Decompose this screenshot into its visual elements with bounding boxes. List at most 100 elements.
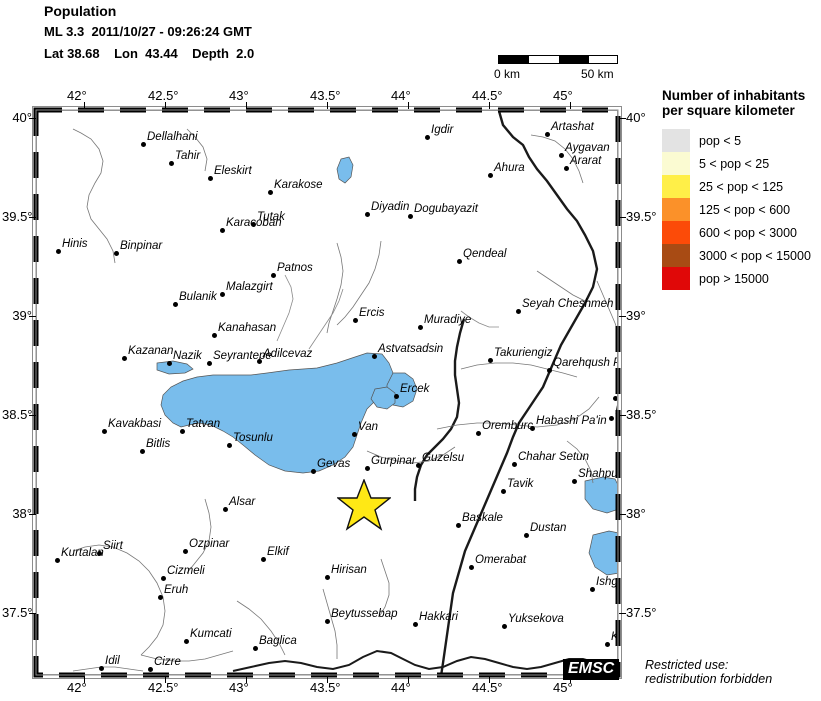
city-label: Patnos — [277, 262, 313, 274]
city-label: Kazanan — [128, 345, 174, 357]
city-dot-icon — [121, 355, 127, 361]
city-label: Muradiye — [424, 314, 472, 326]
city-label: Astvatsadsin — [378, 343, 444, 355]
city-label: Hakkari — [419, 611, 458, 623]
axis-tick-label: 42° — [67, 680, 87, 695]
city-dot-icon — [324, 574, 330, 580]
axis-tick-label: 37.5° — [626, 605, 657, 620]
axis-tick — [165, 676, 166, 683]
city-dot-icon — [267, 189, 273, 195]
city-label: Malazgirt — [226, 281, 273, 293]
axis-tick-label: 43.5° — [310, 88, 341, 103]
legend-label: 25 < pop < 125 — [699, 179, 784, 194]
city-label: Dellalhani — [147, 131, 198, 143]
axis-tick — [29, 514, 36, 515]
city-label: Tatvan — [186, 418, 221, 430]
city-dot-icon — [54, 557, 60, 563]
axis-tick-label: 38° — [626, 506, 646, 521]
axis-tick — [165, 102, 166, 109]
axis-tick-label: 43° — [229, 88, 249, 103]
city-label: Shahpur — [578, 468, 618, 480]
city-dot-icon — [219, 291, 225, 297]
city-label: Ahura — [494, 162, 525, 174]
city-label: Qendeal — [463, 248, 507, 260]
city-label: Ishgeh Su — [596, 576, 618, 588]
city-label: Dustan — [530, 522, 567, 534]
city-label: Siirt — [103, 540, 123, 552]
axis-tick — [84, 676, 85, 683]
city-dot-icon — [206, 360, 212, 366]
axis-tick — [29, 316, 36, 317]
legend-swatch — [662, 152, 690, 175]
city-dot-icon — [487, 172, 493, 178]
city-label: Kheri — [611, 631, 618, 643]
epicenter-star-icon — [337, 479, 391, 531]
legend-item: 5 < pop < 25 — [662, 152, 821, 175]
axis-tick — [570, 102, 571, 109]
city-dot-icon — [139, 448, 145, 454]
city-dot-icon — [511, 461, 517, 467]
map-container[interactable]: DellalhaniTahirEleskirtKarakoseKaracoban… — [32, 106, 622, 679]
restricted-use-note: Restricted use: redistribution forbidden — [645, 658, 773, 686]
axis-tick-label: 42.5° — [148, 680, 179, 695]
city-dot-icon — [407, 213, 413, 219]
axis-tick-label: 37.5° — [2, 605, 33, 620]
city-dot-icon — [589, 586, 595, 592]
axis-tick — [619, 118, 626, 119]
legend-title: Number of inhabitants per square kilomete… — [662, 88, 806, 118]
axis-tick-label: 45° — [553, 680, 573, 695]
city-dot-icon — [147, 666, 153, 672]
city-label: Tutak — [257, 211, 285, 223]
city-label: Gevas — [317, 458, 351, 470]
city-dot-icon — [226, 442, 232, 448]
city-dot-icon — [179, 428, 185, 434]
city-dot-icon — [260, 556, 266, 562]
legend-item: 600 < pop < 3000 — [662, 221, 821, 244]
city-dot-icon — [140, 141, 146, 147]
city-label: Nazik — [173, 350, 202, 362]
axis-tick-label: 43° — [229, 680, 249, 695]
city-label: Ercek — [400, 383, 430, 395]
city-label: Baskale — [462, 512, 503, 524]
legend-label: pop > 15000 — [699, 271, 769, 286]
legend-label: 600 < pop < 3000 — [699, 225, 798, 240]
city-label: Binpinar — [120, 240, 163, 252]
axis-tick-label: 38.5° — [626, 407, 657, 422]
city-label: Eleskirt — [214, 165, 252, 177]
city-dot-icon — [501, 623, 507, 629]
axis-tick-label: 44° — [391, 88, 411, 103]
city-label: Beytussebap — [331, 608, 398, 620]
city-dot-icon — [487, 357, 493, 363]
city-label: Bulanik — [179, 291, 217, 303]
axis-tick-label: 39° — [12, 308, 32, 323]
city-dot-icon — [500, 488, 506, 494]
city-label: Baglica — [259, 635, 297, 647]
map-canvas[interactable]: DellalhaniTahirEleskirtKarakoseKaracoban… — [36, 110, 618, 675]
city-dot-icon — [96, 550, 102, 556]
axis-tick-label: 43.5° — [310, 680, 341, 695]
city-label: Chahar Setun — [518, 451, 589, 463]
city-dot-icon — [546, 367, 552, 373]
city-label: Tosunlu — [233, 432, 273, 444]
axis-tick-label: 39.5° — [2, 209, 33, 224]
legend-item: 25 < pop < 125 — [662, 175, 821, 198]
city-dot-icon — [364, 211, 370, 217]
legend-swatch — [662, 198, 690, 221]
axis-tick — [619, 514, 626, 515]
city-dot-icon — [252, 645, 258, 651]
city-dot-icon — [98, 665, 104, 671]
legend: Number of inhabitants per square kilomete… — [662, 88, 821, 290]
city-label: Karakose — [274, 179, 323, 191]
city-label: Bitlis — [146, 438, 171, 450]
city-label: Alsar — [229, 496, 256, 508]
city-dot-icon — [250, 221, 256, 227]
city-dot-icon — [393, 393, 399, 399]
axis-tick-label: 39.5° — [626, 209, 657, 224]
legend-item: 125 < pop < 600 — [662, 198, 821, 221]
city-dot-icon — [183, 638, 189, 644]
city-label: Cizre — [154, 656, 181, 668]
legend-label: 3000 < pop < 15000 — [699, 248, 811, 263]
axis-tick-label: 44.5° — [472, 680, 503, 695]
city-dot-icon — [455, 522, 461, 528]
city-dot-icon — [515, 308, 521, 314]
